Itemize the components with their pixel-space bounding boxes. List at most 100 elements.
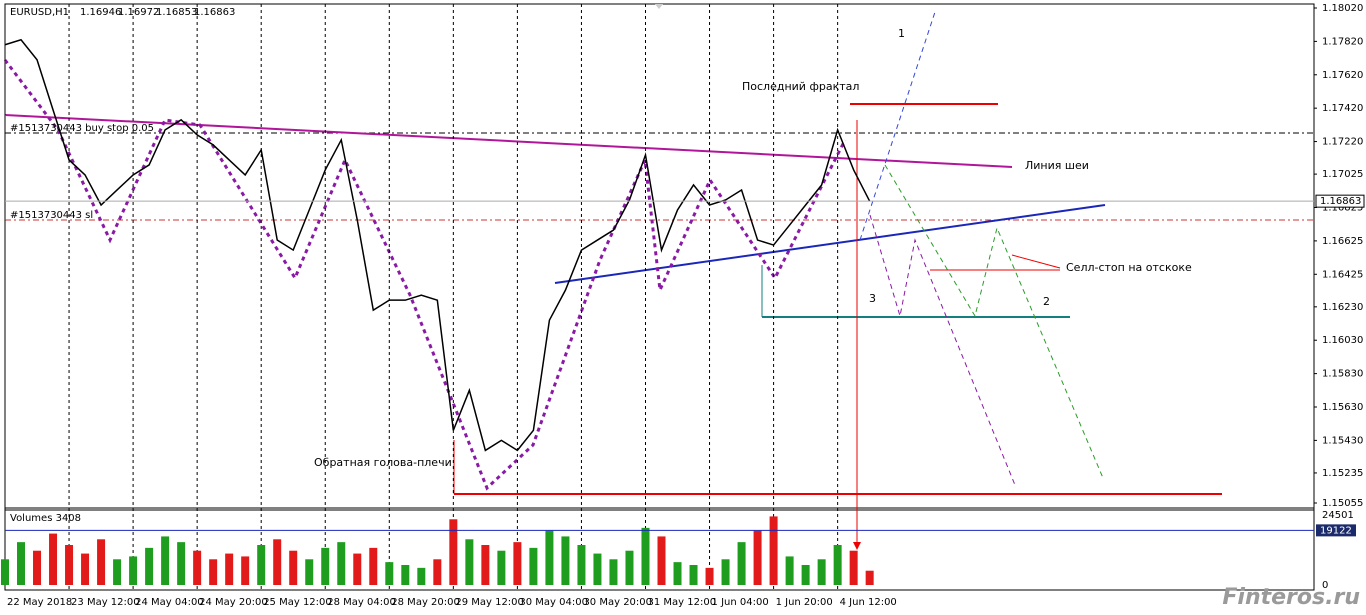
volume-bar: [161, 536, 170, 585]
volume-bar: [289, 550, 298, 585]
x-tick-label: 29 May 12:00: [455, 597, 524, 608]
y-tick-label: 1.15630: [1322, 402, 1363, 413]
volume-bar: [385, 562, 394, 585]
x-tick-label: 1 Jun 20:00: [776, 597, 833, 608]
volume-bar: [145, 547, 154, 585]
volume-bar: [33, 550, 42, 585]
annotation: 2: [1043, 295, 1050, 308]
volume-bar: [529, 547, 538, 585]
volume-bar: [641, 527, 650, 585]
x-tick-label: 22 May 2018: [7, 597, 72, 608]
volume-bar: [369, 547, 378, 585]
close: 1.16863: [194, 7, 235, 18]
scroll-marker: [655, 4, 663, 9]
volume-bar: [257, 545, 266, 585]
y-tick-label: 1.15430: [1322, 435, 1363, 446]
volume-bar: [321, 547, 330, 585]
volume-current-label: 19122: [1320, 525, 1352, 536]
volume-tick-label: 24501: [1322, 510, 1354, 521]
y-tick-label: 1.15830: [1322, 369, 1363, 380]
y-tick-label: 1.16230: [1322, 302, 1363, 313]
volume-bar: [865, 570, 874, 585]
annotation: Последний фрактал: [742, 80, 859, 93]
order-label: #1513730443 buy stop 0.05: [10, 123, 154, 134]
volume-bar: [241, 556, 250, 585]
x-tick-label: 25 May 12:00: [263, 597, 332, 608]
volume-bar: [769, 516, 778, 585]
high: 1.16972: [118, 7, 159, 18]
volume-bar: [97, 539, 106, 585]
volume-bar: [401, 565, 410, 585]
volume-current-box: [1316, 524, 1356, 537]
volume-bar: [721, 559, 730, 585]
neckline: [4, 114, 1013, 168]
scenario-3: [869, 214, 1016, 486]
trendline: [554, 204, 1106, 284]
volume-bar: [689, 565, 698, 585]
x-tick-label: 24 May 04:00: [135, 597, 204, 608]
volume-bar: [449, 519, 458, 585]
x-tick-label: 28 May 20:00: [391, 597, 460, 608]
volume-bar: [497, 550, 506, 585]
annotation: 1: [898, 27, 905, 40]
volume-bar: [273, 539, 282, 585]
volume-bar: [225, 553, 234, 585]
order-label: #1513730443 sl: [10, 210, 93, 221]
annotation: Селл-стоп на отскоке: [1066, 261, 1192, 274]
low: 1.16853: [156, 7, 197, 18]
volume-bar: [593, 553, 602, 585]
volume-bar: [417, 567, 426, 585]
scenario-1: [859, 11, 936, 241]
pointer: [1011, 254, 1061, 269]
x-tick-label: 30 May 20:00: [583, 597, 652, 608]
volume-title: Volumes 3408: [10, 513, 81, 524]
annotation: Обратная голова-плечи: [314, 456, 452, 469]
volume-bar: [81, 553, 90, 585]
volume-bar: [193, 550, 202, 585]
volume-bar: [129, 556, 138, 585]
annotation: Линия шеи: [1025, 159, 1089, 172]
current-price-box: [1315, 194, 1365, 208]
x-tick-label: 31 May 12:00: [647, 597, 716, 608]
y-tick-label: 1.18020: [1322, 3, 1363, 14]
x-tick-label: 4 Jun 12:00: [840, 597, 897, 608]
volume-bar: [513, 542, 522, 585]
volume-bar: [545, 530, 554, 585]
volume-bar: [833, 545, 842, 585]
volume-bar: [337, 542, 346, 585]
open: 1.16946: [80, 7, 121, 18]
volume-bar: [113, 559, 122, 585]
volume-bar: [65, 545, 74, 585]
volume-tick-label: 0: [1322, 580, 1328, 591]
volume-bar: [177, 542, 186, 585]
volume-bar: [465, 539, 474, 585]
volume-bar: [49, 533, 58, 585]
x-tick-label: 30 May 04:00: [519, 597, 588, 608]
volume-bar: [433, 559, 442, 585]
y-tick-label: 1.15055: [1322, 498, 1363, 509]
annotation: 3: [869, 292, 876, 305]
watermark: Finteros.ru: [1222, 585, 1360, 610]
volume-bar: [577, 545, 586, 585]
y-tick-label: 1.15235: [1322, 468, 1363, 479]
volume-bar: [849, 550, 858, 585]
volume-bar: [705, 567, 714, 585]
volume-bar: [561, 536, 570, 585]
volume-bar: [625, 550, 634, 585]
x-tick-label: 28 May 04:00: [327, 597, 396, 608]
y-tick-label: 1.16425: [1322, 269, 1363, 280]
price-line: [4, 38, 871, 452]
x-tick-label: 1 Jun 04:00: [712, 597, 769, 608]
volume-bar: [737, 542, 746, 585]
y-tick-label: 1.17025: [1322, 169, 1363, 180]
x-tick-label: 23 May 12:00: [71, 597, 140, 608]
y-tick-label: 1.16625: [1322, 236, 1363, 247]
y-tick-label: 1.17420: [1322, 103, 1363, 114]
volume-bar: [481, 545, 490, 585]
volume-bar: [673, 562, 682, 585]
y-tick-label: 1.17820: [1322, 36, 1363, 47]
volume-bar: [785, 556, 794, 585]
volume-bar: [305, 559, 314, 585]
